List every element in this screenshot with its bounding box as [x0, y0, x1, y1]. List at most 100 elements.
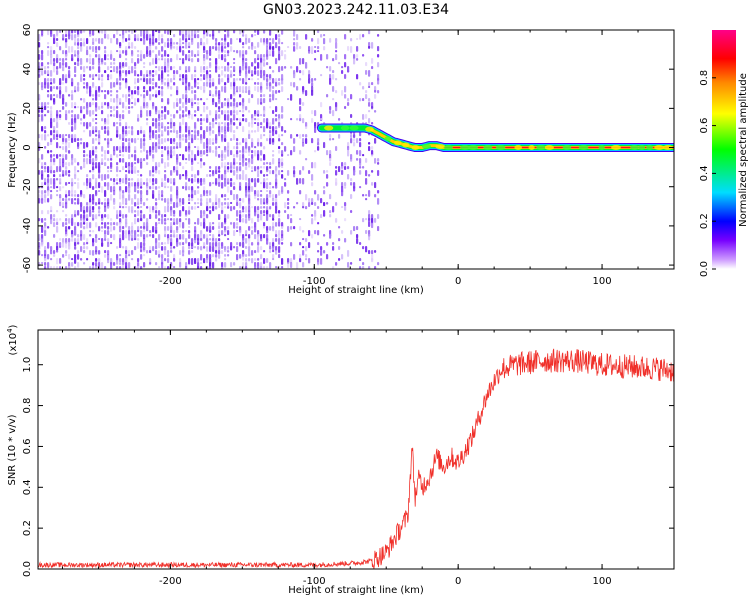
spectrogram-cell [44, 114, 47, 117]
spectrogram-cell [203, 242, 206, 247]
spectrogram-cell [269, 246, 272, 250]
spectrogram-cell [179, 218, 182, 223]
spectrogram-cell [299, 106, 302, 112]
spectrogram-cell [137, 86, 140, 91]
spectrogram-cell [218, 174, 221, 180]
spectrogram-cell [269, 226, 272, 231]
spectrogram-cell [209, 134, 212, 137]
spectrogram-cell [251, 230, 254, 235]
spectrogram-cell [209, 74, 212, 79]
spectrogram-cell [260, 206, 263, 209]
spectrogram-cell [206, 206, 209, 212]
spectrogram-cell [152, 74, 155, 78]
spectrogram-cell [104, 222, 107, 229]
spectrogram-cell [56, 94, 59, 98]
spectrogram-cell [251, 94, 254, 99]
spectrogram-cell [263, 166, 266, 169]
spectrogram-cell [74, 246, 77, 250]
spectrogram-cell [188, 126, 191, 132]
spectrogram-cell [194, 110, 197, 113]
spectrogram-cell [212, 238, 215, 242]
spectrogram-cell [308, 230, 311, 237]
spectrogram-cell [377, 262, 380, 266]
spectrogram-cell [143, 234, 146, 240]
spectrogram-cell [65, 114, 68, 121]
spectrogram-cell [74, 242, 77, 247]
spectrogram-cell [71, 262, 74, 267]
spectrogram-cell [215, 114, 218, 120]
spectrogram-cell [128, 170, 131, 174]
spectrogram-cell [251, 34, 254, 38]
spectrogram-cell [101, 158, 104, 163]
spectrogram-cell [293, 174, 296, 178]
spectrogram-cell [47, 142, 50, 147]
spectrogram-cell [161, 242, 164, 245]
spectrogram-cell [146, 78, 149, 85]
spectrogram-cell [41, 126, 44, 132]
spectrogram-cell [167, 58, 170, 64]
spectrogram-cell [65, 54, 68, 59]
spectrogram-cell [83, 86, 86, 89]
spectrogram-cell [41, 102, 44, 107]
spectrogram-cell [176, 54, 179, 61]
spectrogram-cell [74, 102, 77, 106]
spectrogram-cell [281, 78, 284, 85]
spectrogram-cell [350, 94, 353, 100]
spectrogram-cell [92, 158, 95, 163]
spectrogram-cell [80, 110, 83, 114]
spectrogram-cell [260, 94, 263, 98]
spectrogram-cell [74, 174, 77, 180]
spectrogram-cell [86, 174, 89, 178]
spectrogram-cell [209, 126, 212, 132]
spectrogram-cell [281, 166, 284, 169]
spectrogram-cell [242, 42, 245, 46]
spectrogram-cell [101, 162, 104, 165]
spectrogram-cell [272, 154, 275, 157]
spectrogram-cell [104, 162, 107, 167]
spectrogram-cell [284, 50, 287, 52]
spectrogram-cell [155, 242, 158, 248]
spectrogram-cell [155, 94, 158, 98]
spectrogram-cell [125, 146, 128, 153]
spectrogram-cell [140, 202, 143, 205]
spectrogram-cell [77, 34, 80, 38]
spectrogram-cell [245, 86, 248, 91]
spectrogram-cell [161, 146, 164, 150]
spectrogram-cell [191, 166, 194, 172]
spectrogram-cell [287, 190, 290, 194]
spectrogram-cell [167, 42, 170, 48]
spectrogram-cell [143, 242, 146, 247]
spectrogram-cell [80, 166, 83, 170]
spectrogram-cell [182, 94, 185, 100]
spectrogram-cell [248, 46, 251, 50]
spectrogram-cell [140, 94, 143, 97]
spectrogram-cell [59, 266, 62, 269]
spectrogram-cell [59, 198, 62, 204]
spectrogram-cell [125, 38, 128, 42]
spectrogram-cell [92, 166, 95, 171]
spectrogram-cell [206, 258, 209, 264]
spectrogram-cell [38, 194, 41, 198]
spectrogram-cell [68, 162, 71, 167]
spectrogram-cell [125, 30, 128, 34]
y-tick-label: 0.2 [22, 520, 33, 536]
spectrogram-cell [131, 238, 134, 241]
spectrogram-cell [107, 34, 110, 40]
spectrogram-cell [335, 146, 338, 151]
spectrogram-cell [209, 82, 212, 88]
spectrogram-cell [251, 158, 254, 165]
spectrogram-cell [233, 222, 236, 229]
spectrogram-cell [188, 114, 191, 119]
spectrogram-cell [155, 90, 158, 95]
spectrogram-cell [140, 158, 143, 163]
spectrogram-cell [161, 118, 164, 121]
spectrogram-cell [224, 50, 227, 54]
spectrogram-cell [101, 102, 104, 108]
spectrogram-cell [56, 34, 59, 37]
spectrogram-cell [338, 62, 341, 65]
spectrogram-cell [62, 210, 65, 213]
spectrogram-cell [206, 126, 209, 133]
spectrogram-cell [221, 226, 224, 228]
spectrogram-cell [350, 230, 353, 235]
spectrogram-cell [170, 66, 173, 71]
